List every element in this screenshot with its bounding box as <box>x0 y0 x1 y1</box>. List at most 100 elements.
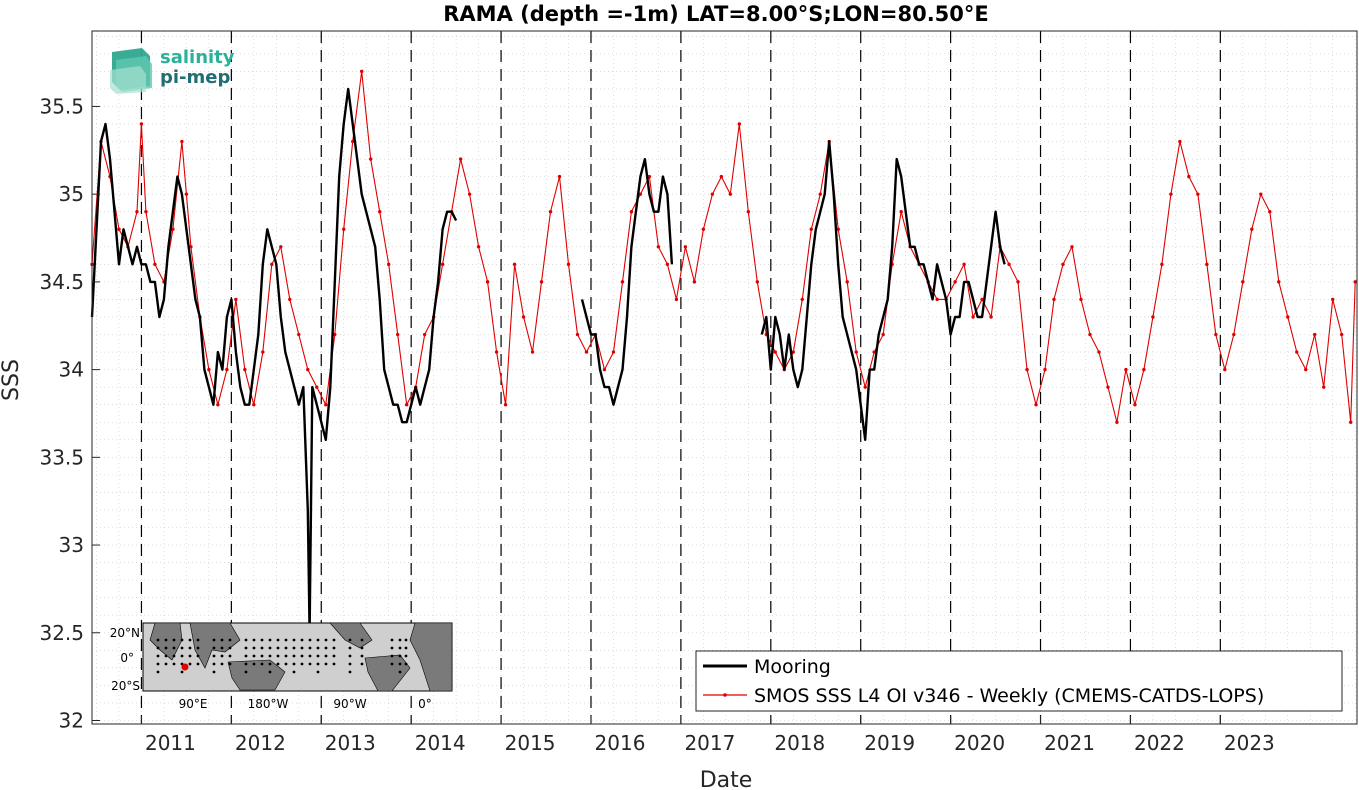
inset-buoy-dot <box>292 638 296 642</box>
series-point-smos <box>638 192 643 196</box>
series-point-smos <box>701 227 706 231</box>
series-point-smos <box>809 227 813 231</box>
inset-buoy-dot <box>220 638 224 642</box>
legend: Mooring SMOS SSS L4 OI v346 - Weekly (CM… <box>695 650 1343 712</box>
inset-buoy-dot <box>220 646 224 650</box>
series-point-smos <box>989 315 993 319</box>
series-point-smos <box>719 174 724 179</box>
series-point-smos <box>1187 174 1191 179</box>
series-point-smos <box>458 157 463 161</box>
inset-buoy-dot <box>398 654 402 658</box>
series-point-smos <box>1043 367 1047 372</box>
inset-buoy-dot <box>308 654 312 658</box>
series-point-smos <box>1106 385 1110 389</box>
x-axis-label: Date <box>700 768 753 790</box>
inset-buoy-dot <box>308 646 312 650</box>
series-point-smos <box>180 139 184 144</box>
inset-landmass <box>227 659 286 691</box>
inset-buoy-dot <box>260 662 264 666</box>
series-point-smos <box>324 402 328 407</box>
x-tick-label: 2021 <box>1044 731 1095 755</box>
logo-line-1: salinity <box>160 47 235 68</box>
inset-buoy-dot <box>228 646 232 650</box>
inset-buoy-dot <box>220 662 224 666</box>
inset-location-marker <box>181 663 189 671</box>
inset-buoy-dot <box>260 654 264 658</box>
y-tick-label: 34 <box>59 358 84 382</box>
inset-buoy-dot <box>398 638 402 642</box>
series-point-smos <box>467 192 472 196</box>
inset-buoy-dot <box>300 638 304 642</box>
year-marker-lines <box>140 31 1221 724</box>
series-point-smos <box>369 157 373 161</box>
inset-buoy-dot <box>196 662 200 666</box>
inset-buoy-dot <box>390 646 394 650</box>
inset-buoy-dot <box>252 638 256 642</box>
series-point-smos <box>1025 367 1029 372</box>
series-layer <box>90 69 1357 634</box>
inset-buoy-dot <box>390 654 394 658</box>
x-tick-label: 2017 <box>684 731 735 755</box>
series-point-smos <box>252 402 256 407</box>
series-point-smos <box>854 350 858 354</box>
series-point-smos <box>386 262 391 267</box>
inset-buoy-dot <box>348 662 352 666</box>
inset-buoy-dot <box>156 646 160 650</box>
series-point-smos <box>710 192 715 196</box>
inset-buoy-dot <box>316 638 320 642</box>
series-point-smos <box>1295 350 1299 354</box>
legend-box <box>695 650 1343 712</box>
minor-grid <box>92 31 1357 724</box>
series-point-smos <box>584 350 589 354</box>
inset-buoy-dot <box>332 654 336 658</box>
inset-buoy-dot <box>164 646 168 650</box>
inset-buoy-dot <box>268 646 272 650</box>
inset-x-label-90e: 90°E <box>179 697 208 711</box>
y-tick-label: 33.5 <box>39 445 84 469</box>
series-point-smos <box>360 69 364 74</box>
inset-buoy-dot <box>180 646 184 650</box>
series-point-smos <box>1034 402 1038 407</box>
inset-x-label-0: 0° <box>418 697 432 711</box>
x-tick-label: 2019 <box>864 731 915 755</box>
series-point-smos <box>1322 385 1326 389</box>
series-line-mooring <box>90 87 458 634</box>
series-point-smos <box>378 210 382 214</box>
inset-landmass <box>189 622 241 669</box>
series-point-smos <box>1304 367 1308 372</box>
legend-label-mooring: Mooring <box>754 656 831 678</box>
inset-buoy-dot <box>404 662 408 666</box>
inset-buoy-dot <box>332 638 336 642</box>
logo-line-2: pi-mep <box>160 67 230 88</box>
inset-buoy-dot <box>212 646 216 650</box>
inset-buoy-dot <box>172 638 176 642</box>
series-point-smos <box>575 332 580 337</box>
series-point-smos <box>836 227 840 231</box>
y-tick-label: 34.5 <box>39 270 84 294</box>
inset-buoy-dot <box>244 662 248 666</box>
series-point-smos <box>692 280 697 284</box>
inset-buoy-dot <box>292 646 296 650</box>
series-point-smos <box>1313 332 1317 337</box>
inset-buoy-dot <box>398 662 402 666</box>
series-point-smos <box>395 332 400 337</box>
inset-buoy-dot <box>348 638 352 642</box>
x-tick-label: 2013 <box>325 731 376 755</box>
legend-label-smos: SMOS SSS L4 OI v346 - Weekly (CMEMS-CATD… <box>754 685 1264 707</box>
inset-buoy-dot <box>172 654 176 658</box>
series-point-smos <box>270 262 274 267</box>
series-point-smos <box>297 332 301 337</box>
series-point-smos <box>440 262 445 267</box>
inset-buoy-dot <box>268 654 272 658</box>
inset-buoy-dot <box>156 662 160 666</box>
series-point-smos <box>980 297 984 302</box>
series-point-smos <box>1286 315 1290 319</box>
y-axis-label: SSS <box>0 359 24 401</box>
y-tick-label: 35 <box>59 182 84 206</box>
series-point-smos <box>225 367 229 372</box>
inset-buoy-dot <box>212 638 216 642</box>
series-point-smos <box>1349 420 1353 424</box>
x-tick-label: 2020 <box>954 731 1005 755</box>
series-point-smos <box>557 174 562 179</box>
series-point-smos <box>746 210 751 214</box>
